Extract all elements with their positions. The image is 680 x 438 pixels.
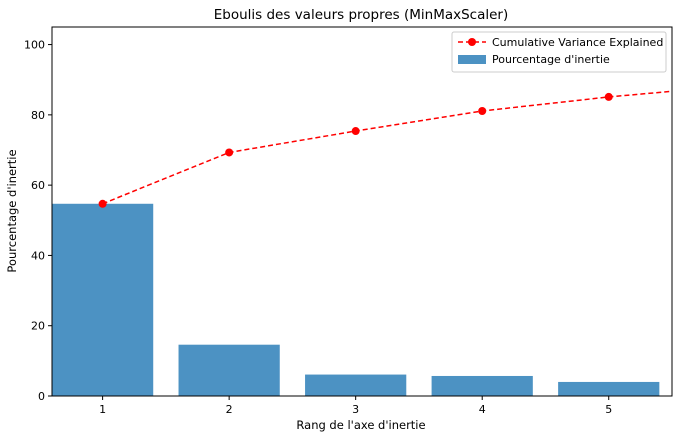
x-tick-label: 5 <box>605 403 612 416</box>
legend-box <box>451 31 667 73</box>
x-tick-label: 4 <box>479 403 486 416</box>
plot-frame <box>51 26 673 397</box>
bar-4 <box>431 375 533 396</box>
legend: Cumulative Variance Explained Pourcentag… <box>451 31 667 73</box>
x-tick-label: 1 <box>99 403 106 416</box>
cumulative-line <box>102 90 672 205</box>
legend-label-cumulative: Cumulative Variance Explained <box>492 36 663 49</box>
y-axis-label: Pourcentage d'inertie <box>5 149 19 272</box>
x-tick-label: 3 <box>352 403 359 416</box>
x-axis-label: Rang de l'axe d'inertie <box>296 418 425 432</box>
y-tick-label: 60 <box>31 179 45 192</box>
y-tick-label: 100 <box>24 39 45 52</box>
cumulative-point-5 <box>604 92 613 101</box>
bar-2 <box>178 344 280 396</box>
cumulative-point-3 <box>351 127 360 136</box>
legend-label-inertia: Pourcentage d'inertie <box>492 53 610 66</box>
y-tick-label: 20 <box>31 320 45 333</box>
chart-title: Eboulis des valeurs propres (MinMaxScale… <box>214 7 509 23</box>
x-tick-label: 2 <box>226 403 233 416</box>
cumulative-point-2 <box>225 148 234 157</box>
bar-5 <box>558 381 660 396</box>
y-axis: 0 20 40 60 80 100 <box>24 39 52 403</box>
legend-bar-swatch <box>458 55 486 64</box>
bar-3 <box>305 374 407 396</box>
y-tick-label: 40 <box>31 249 45 262</box>
legend-marker-swatch <box>468 38 476 46</box>
cumulative-point-1 <box>98 199 107 208</box>
x-axis: 1 2 3 4 5 <box>99 396 612 416</box>
cumulative-point-4 <box>478 106 487 115</box>
y-tick-label: 80 <box>31 109 45 122</box>
y-tick-label: 0 <box>38 390 45 403</box>
bar-series <box>52 203 660 396</box>
line-series <box>98 90 672 208</box>
bar-1 <box>52 203 154 396</box>
